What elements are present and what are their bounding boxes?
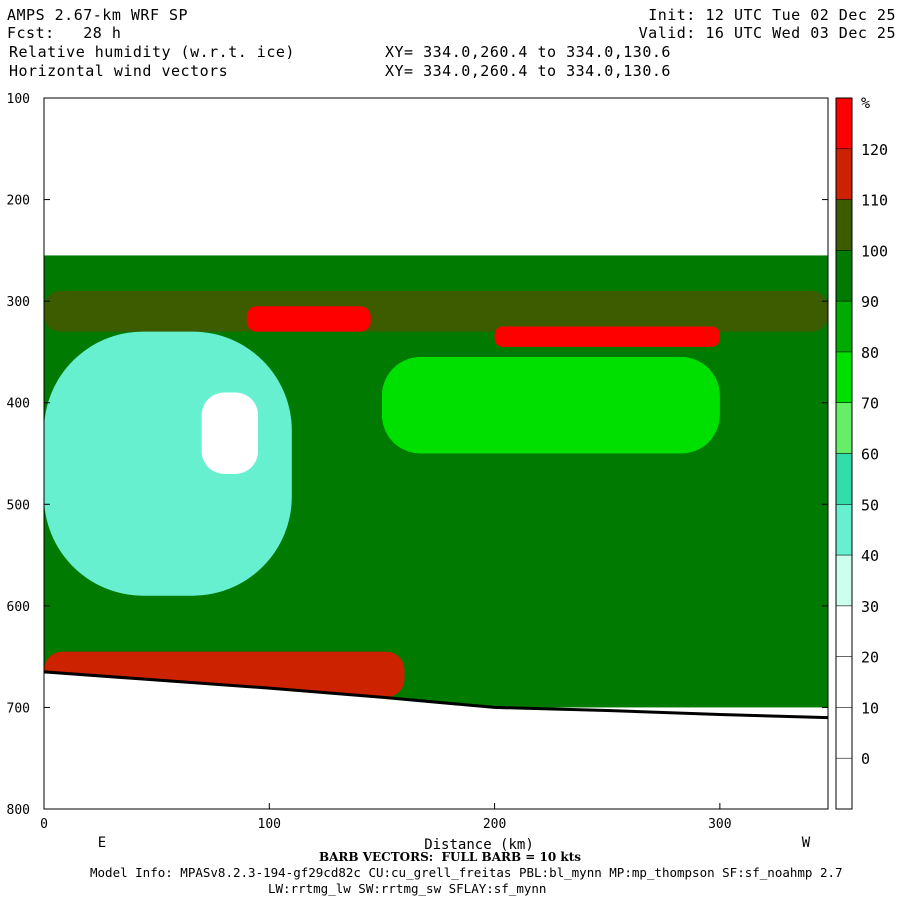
colorbar-swatch xyxy=(836,758,852,809)
rh-region xyxy=(201,392,259,474)
colorbar-tick-label: 40 xyxy=(861,547,879,565)
y-tick-label: 300 xyxy=(7,295,30,310)
rh-region xyxy=(246,306,371,332)
cross-section-coords-1: XY= 334.0,260.4 to 334.0,130.6 xyxy=(385,43,671,61)
model-info-physics: LW:rrtmg_lw SW:rrtmg_sw SFLAY:sf_mynn xyxy=(268,881,547,896)
colorbar-tick-label: 0 xyxy=(861,750,870,768)
colorbar-swatch xyxy=(836,148,852,200)
colorbar-tick-label: 50 xyxy=(861,496,879,514)
x-endpoint-label-west: W xyxy=(802,835,811,851)
colorbar-swatch xyxy=(836,250,852,302)
model-title: AMPS 2.67-km WRF SP xyxy=(7,6,189,24)
colorbar-swatch xyxy=(836,402,852,454)
colorbar-swatch xyxy=(836,555,852,606)
colorbar-swatch xyxy=(836,504,852,556)
colorbar-tick-label: 10 xyxy=(861,699,879,717)
colorbar-swatch xyxy=(836,98,852,149)
x-tick-label: 200 xyxy=(483,817,506,832)
colorbar-swatch xyxy=(836,199,852,251)
colorbar-swatch xyxy=(836,656,852,708)
model-info: Model Info: MPASv8.2.3-194-gf29cd82c CU:… xyxy=(90,865,843,880)
valid-time: Valid: 16 UTC Wed 03 Dec 25 xyxy=(638,24,896,42)
cross-section-coords-2: XY= 334.0,260.4 to 334.0,130.6 xyxy=(385,62,671,80)
x-tick-label: 0 xyxy=(40,817,48,832)
field-label-rh: Relative humidity (w.r.t. ice) xyxy=(9,43,295,61)
rh-field xyxy=(44,255,828,809)
colorbar-unit: % xyxy=(861,94,870,112)
colorbar-tick-label: 120 xyxy=(861,141,888,159)
terrain-fill xyxy=(44,671,828,809)
y-tick-label: 500 xyxy=(7,498,30,513)
init-time: Init: 12 UTC Tue 02 Dec 25 xyxy=(648,6,896,24)
rh-region xyxy=(381,357,720,454)
y-tick-label: 600 xyxy=(7,600,30,615)
colorbar-tick-label: 80 xyxy=(861,344,879,362)
colorbar-tick-label: 110 xyxy=(861,192,888,210)
colorbar-tick-label: 30 xyxy=(861,598,879,616)
rh-region xyxy=(44,331,292,596)
y-tick-label: 200 xyxy=(7,194,30,209)
colorbar-tick-label: 90 xyxy=(861,293,879,311)
rh-region xyxy=(494,326,720,347)
terrain-surface-line xyxy=(44,670,828,720)
axes: 100 200 300 400 500 600 700 800 0 100 200 300 E W Dist… xyxy=(7,92,829,853)
x-endpoint-label-east: E xyxy=(98,835,106,851)
y-tick-label: 700 xyxy=(7,701,30,716)
y-tick-label: 100 xyxy=(7,92,30,107)
x-axis-title: Distance (km) xyxy=(424,837,534,853)
colorbar-swatch xyxy=(836,453,852,505)
x-tick-label: 300 xyxy=(708,817,731,832)
colorbar-tick-label: 100 xyxy=(861,242,888,260)
colorbar-tick-label: 20 xyxy=(861,649,879,667)
field-label-wind: Horizontal wind vectors xyxy=(9,62,229,80)
colorbar-swatch xyxy=(836,707,852,759)
rh-region xyxy=(44,290,828,332)
colorbar-tick-label: 60 xyxy=(861,446,879,464)
plot-frame xyxy=(43,97,829,810)
barb-note: BARB VECTORS: FULL BARB = 10 kts xyxy=(318,850,582,864)
colorbar-swatch xyxy=(836,605,852,657)
colorbar-tick-label: 70 xyxy=(861,395,879,413)
forecast-hour: Fcst: 28 h xyxy=(7,24,122,42)
y-tick-label: 800 xyxy=(7,803,30,818)
x-tick-label: 100 xyxy=(258,817,281,832)
colorbar-swatch xyxy=(836,351,852,403)
y-tick-label: 400 xyxy=(7,397,30,412)
colorbar-swatch xyxy=(836,301,852,352)
